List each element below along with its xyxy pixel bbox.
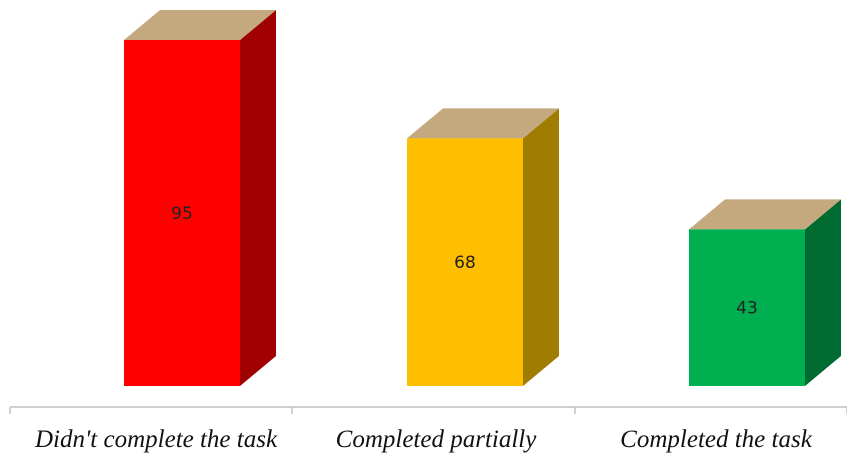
bar-didnt-complete: 95 — [124, 10, 276, 386]
data-label-completed-partially: 68 — [454, 253, 476, 273]
bar-side-face — [523, 108, 559, 386]
bar-top-face — [124, 10, 276, 40]
bar-front-face — [689, 229, 805, 386]
data-label-completed: 43 — [736, 299, 758, 319]
bar-completed: 43 — [689, 199, 841, 386]
x-tick-label-didnt-complete: Didn't complete the task — [34, 426, 278, 453]
bar-completed-partially: 68 — [407, 108, 559, 386]
bar-front-face — [407, 138, 523, 386]
bar-side-face — [805, 199, 841, 386]
data-label-didnt-complete: 95 — [171, 204, 193, 224]
bar-top-face — [407, 108, 559, 139]
x-axis-ticks — [9, 407, 847, 414]
bar-side-face — [240, 10, 276, 386]
bars-layer: 95 68 43 — [124, 10, 841, 386]
bar-top-face — [689, 199, 841, 230]
x-axis-labels: Didn't complete the task Completed parti… — [34, 426, 813, 453]
bar-front-face — [124, 40, 240, 386]
x-tick-label-completed-partially: Completed partially — [336, 426, 538, 453]
x-tick-label-completed: Completed the task — [620, 426, 813, 453]
